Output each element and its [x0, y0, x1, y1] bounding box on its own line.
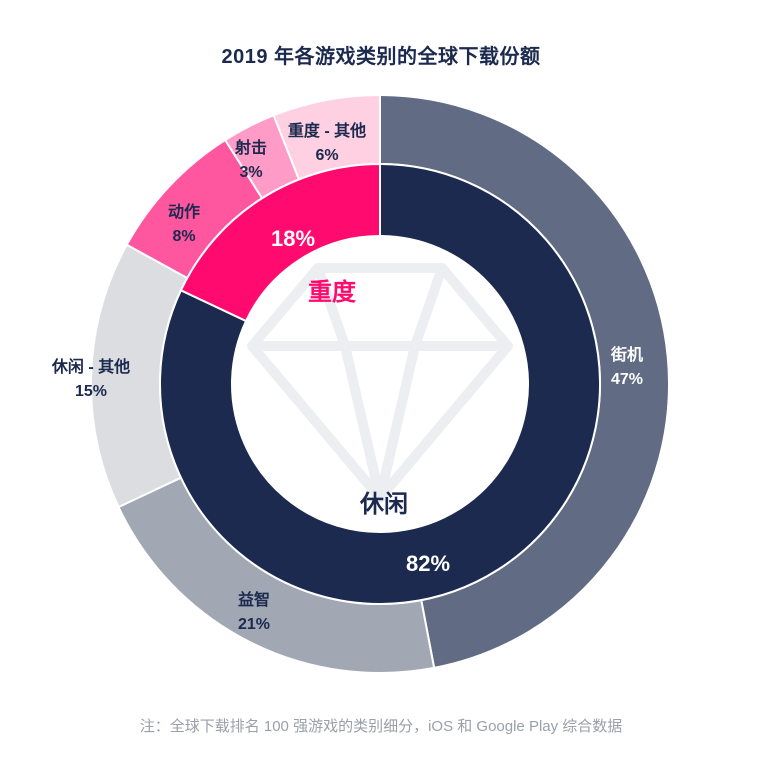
outer-label-5: 重度 - 其他: [288, 121, 366, 140]
inner-name-0: 休闲: [359, 491, 408, 518]
diamond-watermark-icon: [247, 263, 513, 503]
outer-value-5: 6%: [315, 147, 338, 164]
outer-value-0: 47%: [611, 371, 643, 388]
inner-slice-1: [179, 162, 381, 323]
chart-title: 2019 年各游戏类别的全球下载份额: [221, 46, 541, 68]
inner-ring: [159, 162, 601, 605]
slice-labels: 街机 47% 益智 21% 休闲 - 其他 15% 动作 8% 射击 3% 重度 - 其他 6% 82%…: [51, 121, 643, 633]
outer-label-1: 益智: [238, 590, 270, 609]
footnote: 注：全球下载排名 100 强游戏的类别细分，iOS 和 Google Play …: [139, 718, 623, 735]
outer-value-2: 15%: [75, 383, 107, 400]
inner-value-0: 82%: [406, 551, 450, 576]
outer-value-4: 3%: [239, 164, 262, 181]
outer-value-1: 21%: [238, 616, 270, 633]
inner-value-1: 18%: [271, 226, 315, 251]
outer-label-2: 休闲 - 其他: [51, 357, 130, 376]
outer-label-4: 射击: [234, 138, 267, 157]
inner-slice-0: [159, 162, 601, 605]
inner-name-1: 重度: [308, 278, 357, 306]
outer-ring: [90, 93, 670, 674]
outer-label-3: 动作: [168, 202, 200, 221]
outer-value-3: 8%: [172, 228, 195, 245]
outer-label-0: 街机: [610, 345, 643, 364]
